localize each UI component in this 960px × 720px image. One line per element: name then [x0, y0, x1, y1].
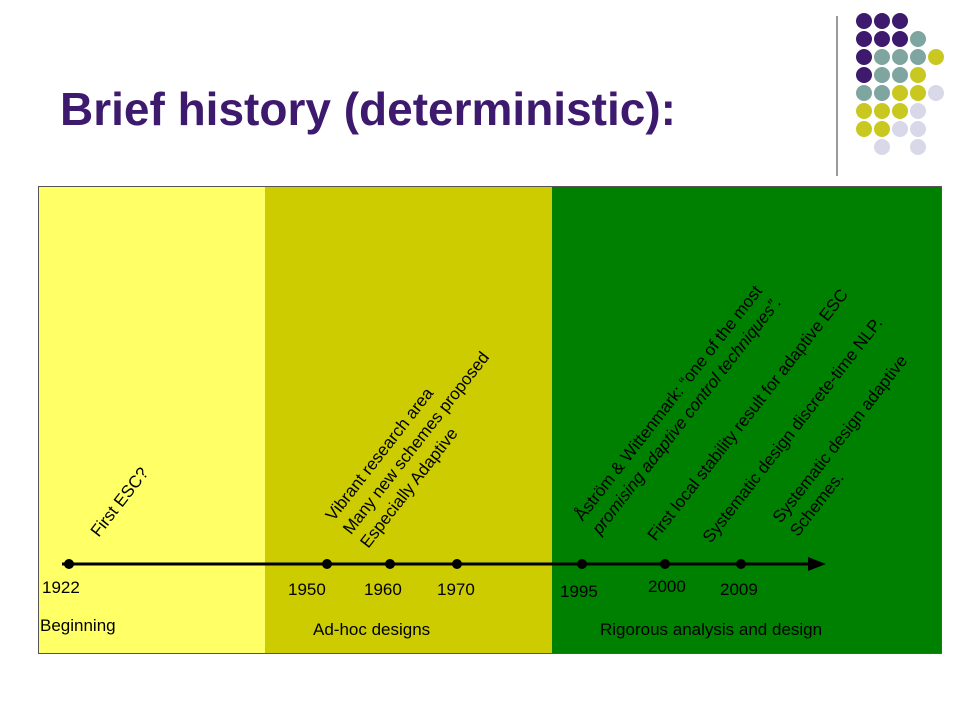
decor-dot — [874, 67, 890, 83]
decor-dot — [910, 121, 926, 137]
decor-dot — [892, 103, 908, 119]
decor-dot — [874, 49, 890, 65]
year-label-1995: 1995 — [560, 582, 598, 601]
decor-dot — [856, 31, 872, 47]
decor-dot — [892, 13, 908, 29]
era-panel-adhoc — [265, 186, 553, 654]
decor-dot — [856, 121, 872, 137]
year-label-1960: 1960 — [364, 580, 402, 599]
timeline-marker-1995 — [577, 559, 587, 569]
divider-line — [836, 16, 838, 176]
decor-dot — [892, 121, 908, 137]
era-label-rigorous: Rigorous analysis and design — [600, 620, 823, 639]
decor-dot — [910, 103, 926, 119]
era-panel-beginning — [38, 186, 266, 654]
year-label-1970: 1970 — [437, 580, 475, 599]
decor-dot — [892, 85, 908, 101]
decor-dot — [856, 103, 872, 119]
timeline-arrowhead — [808, 557, 826, 571]
timeline-marker-1970 — [452, 559, 462, 569]
decor-dot — [910, 85, 926, 101]
era-panel-rigorous — [552, 186, 942, 654]
decor-dot — [892, 49, 908, 65]
decor-dot — [892, 67, 908, 83]
decor-dot — [874, 121, 890, 137]
decor-dot — [910, 67, 926, 83]
decor-dot — [874, 139, 890, 155]
year-label-1950: 1950 — [288, 580, 326, 599]
year-label-2000: 2000 — [648, 577, 686, 596]
timeline-marker-2000 — [660, 559, 670, 569]
decor-dot — [856, 85, 872, 101]
year-label-2009: 2009 — [720, 580, 758, 599]
year-label-1922: 1922 — [42, 578, 80, 597]
era-label-beginning: Beginning — [40, 616, 116, 635]
decor-dot — [874, 13, 890, 29]
decor-dot — [910, 31, 926, 47]
decor-dot — [910, 139, 926, 155]
timeline-marker-1950 — [322, 559, 332, 569]
timeline-marker-1960 — [385, 559, 395, 569]
decor-dot — [928, 49, 944, 65]
decor-dot — [928, 85, 944, 101]
decor-dot — [874, 103, 890, 119]
decor-dot — [874, 85, 890, 101]
decor-dot — [892, 31, 908, 47]
decor-dot — [856, 49, 872, 65]
timeline-marker-1922 — [64, 559, 74, 569]
decor-dot — [874, 31, 890, 47]
era-label-adhoc: Ad-hoc designs — [313, 620, 431, 639]
decor-dot — [856, 67, 872, 83]
slide-title: Brief history (deterministic): — [60, 83, 676, 135]
decor-dot — [856, 13, 872, 29]
timeline-marker-2009 — [736, 559, 746, 569]
decor-dot — [910, 49, 926, 65]
